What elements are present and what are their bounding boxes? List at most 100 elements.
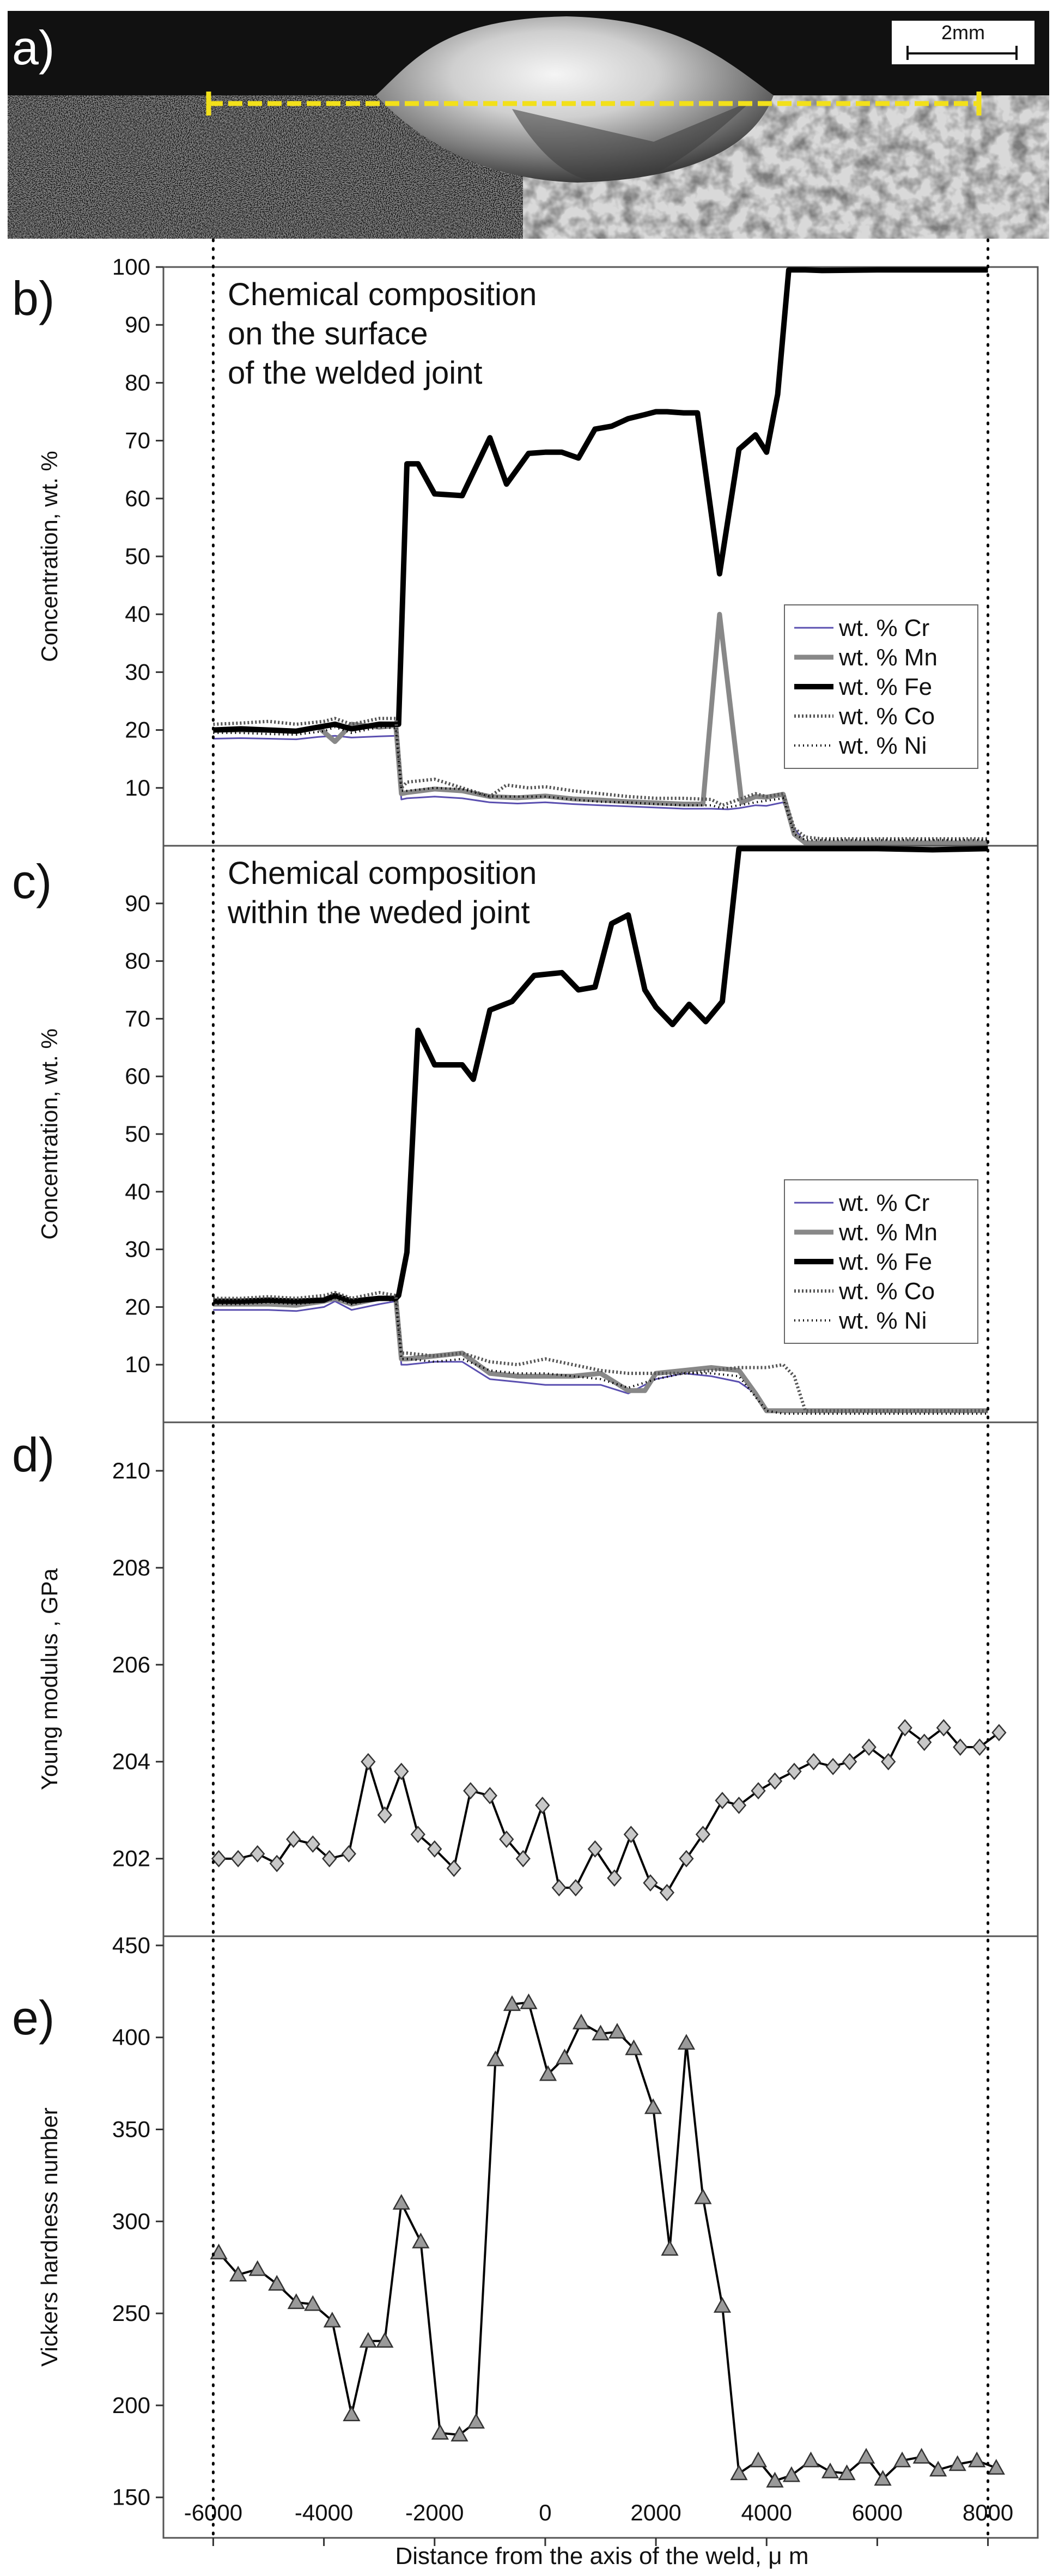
chart-surface-composition: 10 20 30 40 50 60 70 80 90 100 Concentration, wt. … xyxy=(36,254,1039,847)
series-line-wt-mn xyxy=(213,611,988,846)
chart-title-line: Chemical composition xyxy=(228,277,537,312)
y-tick-label: 70 xyxy=(125,1005,150,1031)
y-axis-label: Vickers hardness number xyxy=(36,2107,62,2366)
data-point xyxy=(874,2470,892,2486)
data-point xyxy=(394,1762,409,1780)
data-point xyxy=(825,1757,841,1775)
scale-bar-box xyxy=(892,21,1034,64)
x-axis: -6000 -4000 -2000 0 2000 4000 6000 8000 xyxy=(184,2500,1013,2546)
data-point xyxy=(359,2332,377,2348)
legend-label: wt. % Co xyxy=(838,1278,935,1305)
data-point xyxy=(304,2295,322,2311)
x-tick-label: 4000 xyxy=(741,2500,792,2525)
data-point xyxy=(968,2451,986,2468)
data-point xyxy=(679,1850,694,1868)
data-point xyxy=(587,1840,602,1858)
legend-label: wt. % Ni xyxy=(838,1307,927,1334)
data-point xyxy=(551,1879,567,1896)
data-point xyxy=(912,2447,930,2464)
data-point xyxy=(377,1806,392,1824)
data-point xyxy=(857,2447,875,2464)
data-point xyxy=(929,2460,947,2477)
data-point xyxy=(838,2464,856,2481)
chart-vickers-hardness: 150 200 250 300 350 400 450 Vickers hardness nu… xyxy=(36,1932,1039,2539)
data-point xyxy=(623,1826,639,1844)
data-point xyxy=(572,2014,591,2029)
data-point xyxy=(592,2025,610,2041)
data-point xyxy=(568,1879,583,1896)
x-tick-label: 8000 xyxy=(963,2500,1013,2525)
data-point xyxy=(644,2098,662,2114)
y-tick-label: 202 xyxy=(112,1846,150,1871)
data-point xyxy=(749,2451,768,2468)
data-point xyxy=(211,1850,227,1868)
y-tick-label: 60 xyxy=(125,486,150,511)
reference-lines xyxy=(211,238,990,2539)
y-tick-label: 80 xyxy=(125,369,150,395)
data-point xyxy=(659,1884,675,1901)
data-point xyxy=(787,1762,802,1780)
data-point xyxy=(936,1719,951,1737)
y-tick-label: 300 xyxy=(112,2208,150,2234)
data-point xyxy=(802,2451,820,2468)
data-point xyxy=(467,2413,485,2429)
y-tick-label: 10 xyxy=(125,1351,150,1377)
data-point xyxy=(412,2232,430,2248)
data-point xyxy=(948,2455,966,2471)
x-tick-label: 6000 xyxy=(852,2500,903,2525)
data-point xyxy=(482,1787,497,1804)
data-point xyxy=(322,1850,337,1868)
data-point xyxy=(608,2023,626,2039)
y-tick-label: 20 xyxy=(125,717,150,743)
panel-label-e: e) xyxy=(12,1991,54,2045)
data-point xyxy=(392,2193,410,2210)
data-point xyxy=(713,2297,732,2313)
x-axis-label: Distance from the axis of the weld, μ m xyxy=(395,2543,809,2569)
micrograph-panel: 2mm a) xyxy=(8,11,1049,239)
y-tick-label: 60 xyxy=(125,1063,150,1089)
y-tick-label: 350 xyxy=(112,2116,150,2142)
data-point xyxy=(556,2048,574,2065)
y-tick-label: 40 xyxy=(125,601,150,627)
scale-bar-label: 2mm xyxy=(941,21,985,44)
data-point xyxy=(694,2188,712,2204)
data-point xyxy=(520,1993,538,2009)
data-point xyxy=(286,1831,301,1848)
series-line-wt-mn xyxy=(213,1296,988,1414)
y-tick-label: 210 xyxy=(112,1458,150,1483)
data-point xyxy=(625,2039,643,2056)
y-tick-label: 50 xyxy=(125,1121,150,1147)
data-point xyxy=(917,1734,932,1751)
y-axis-label: Concentration, wt. % xyxy=(36,1028,62,1240)
chart-title-line: Chemical composition xyxy=(228,856,537,891)
x-tick-label: -2000 xyxy=(405,2500,464,2525)
series-line-young-modulus xyxy=(218,1726,1000,1894)
series-line-wt-co xyxy=(213,717,988,841)
data-point xyxy=(972,1738,987,1756)
y-tick-label: 70 xyxy=(125,428,150,453)
series-line-vickers-hardness xyxy=(218,2001,997,2482)
y-tick-label: 200 xyxy=(112,2392,150,2418)
data-point xyxy=(229,2265,247,2282)
data-point xyxy=(248,2260,266,2276)
y-tick-label: 100 xyxy=(112,254,150,280)
data-point xyxy=(343,2405,361,2422)
data-point xyxy=(250,1845,265,1863)
y-tick-label: 206 xyxy=(112,1652,150,1677)
panel-label-c: c) xyxy=(12,854,52,908)
panel-label-d: d) xyxy=(12,1428,54,1482)
panel-label-b: b) xyxy=(12,271,54,325)
data-point xyxy=(861,1738,877,1756)
x-tick-label: 0 xyxy=(539,2500,551,2525)
data-point xyxy=(842,1753,857,1771)
y-tick-label: 90 xyxy=(125,890,150,916)
y-tick-label: 450 xyxy=(112,1932,150,1958)
x-tick-label: -4000 xyxy=(295,2500,353,2525)
data-point xyxy=(210,2244,228,2259)
plot-frame-e xyxy=(162,1935,1039,2539)
data-point xyxy=(730,2464,748,2481)
y-axis-label: Concentration, wt. % xyxy=(36,451,62,662)
data-point xyxy=(341,1845,356,1863)
data-point xyxy=(782,2466,801,2482)
legend-label: wt. % Cr xyxy=(838,615,929,641)
